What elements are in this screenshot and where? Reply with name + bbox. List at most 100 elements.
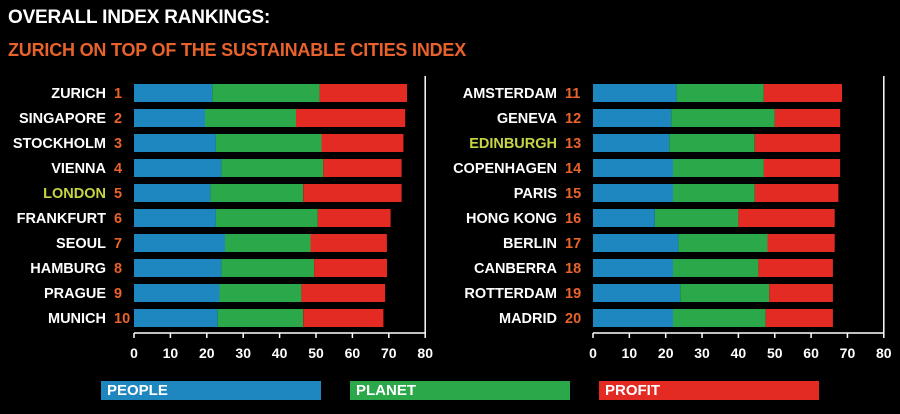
bar-people-stockholm [134,134,216,152]
bar-profit-stockholm [321,134,404,152]
rank-label: 10 [114,311,130,327]
bar-planet-berlin [678,234,768,252]
bar-people-amsterdam [593,84,677,102]
city-label: VIENNA [51,161,106,177]
legend-planet: PLANET [350,381,570,400]
rank-label: 15 [565,186,581,202]
bar-planet-geneva [671,109,775,127]
legend-planet-label: PLANET [356,382,416,399]
city-label: BERLIN [503,236,557,252]
chart-subtitle: ZURICH ON TOP OF THE SUSTAINABLE CITIES … [8,40,467,60]
rank-label: 16 [565,211,581,227]
city-label: STOCKHOLM [13,136,106,152]
legend-people-label: PEOPLE [107,382,168,399]
bar-people-singapore [134,109,205,127]
bar-planet-copenhagen [673,159,764,177]
city-label: SEOUL [56,236,106,252]
x-tick-label: 10 [622,345,638,361]
bar-profit-canberra [758,259,833,277]
city-label: AMSTERDAM [463,86,557,102]
legend-profit-label: PROFIT [605,382,660,399]
x-tick-label: 20 [199,345,215,361]
bar-people-london [134,184,211,202]
rank-label: 6 [114,211,122,227]
x-tick-label: 70 [381,345,397,361]
bar-planet-madrid [673,309,766,327]
bar-profit-zurich [319,84,407,102]
bar-people-geneva [593,109,672,127]
x-tick-label: 0 [589,345,597,361]
bar-planet-edinburgh [669,134,755,152]
bar-profit-london [303,184,402,202]
bar-people-frankfurt [134,209,216,227]
city-label: FRANKFURT [17,211,107,227]
rank-label: 2 [114,111,122,127]
city-label: PRAGUE [44,286,106,302]
legend-people: PEOPLE [101,381,321,400]
city-label: MADRID [499,311,557,327]
rank-label: 19 [565,286,581,302]
bar-people-hong-kong [593,209,655,227]
city-label: LONDON [43,186,106,202]
bar-planet-amsterdam [676,84,764,102]
bar-planet-hamburg [221,259,315,277]
bar-planet-stockholm [215,134,322,152]
rank-label: 3 [114,136,122,152]
bar-planet-paris [673,184,755,202]
bar-profit-amsterdam [763,84,842,102]
bar-people-canberra [593,259,673,277]
rank-label: 13 [565,136,581,152]
bar-people-berlin [593,234,679,252]
bar-planet-frankfurt [215,209,318,227]
bar-profit-hong-kong [738,209,835,227]
bar-profit-copenhagen [763,159,841,177]
chart-title: OVERALL INDEX RANKINGS: [8,7,271,28]
bar-planet-canberra [673,259,759,277]
city-label: HAMBURG [30,261,106,277]
bar-profit-paris [754,184,839,202]
legend-profit: PROFIT [599,381,819,400]
x-tick-label: 70 [840,345,856,361]
rank-label: 7 [114,236,122,252]
rank-label: 12 [565,111,581,127]
bar-profit-edinburgh [754,134,841,152]
city-label: HONG KONG [466,211,557,227]
rank-label: 4 [114,161,122,177]
x-tick-label: 30 [235,345,251,361]
bar-profit-prague [301,284,386,302]
rank-label: 11 [565,86,580,102]
bar-people-munich [134,309,218,327]
bar-people-seoul [134,234,225,252]
x-tick-label: 0 [130,345,138,361]
bar-planet-rotterdam [680,284,770,302]
bar-profit-rotterdam [769,284,833,302]
city-label: COPENHAGEN [453,161,557,177]
bar-planet-singapore [205,109,296,127]
rank-label: 18 [565,261,581,277]
bar-profit-singapore [296,109,406,127]
bar-profit-madrid [765,309,833,327]
bar-planet-seoul [225,234,311,252]
city-label: EDINBURGH [469,136,557,152]
bar-profit-geneva [774,109,841,127]
bar-profit-seoul [310,234,387,252]
city-label: ZURICH [51,86,106,102]
city-label: MUNICH [48,311,106,327]
bar-planet-london [210,184,304,202]
bar-people-hamburg [134,259,222,277]
rank-label: 8 [114,261,122,277]
city-label: SINGAPORE [19,111,106,127]
rank-label: 20 [565,311,581,327]
x-tick-label: 80 [876,345,892,361]
x-tick-label: 20 [658,345,674,361]
bar-planet-prague [219,284,302,302]
city-label: CANBERRA [474,261,558,277]
bar-profit-hamburg [314,259,387,277]
x-tick-label: 10 [163,345,179,361]
bar-profit-vienna [323,159,402,177]
city-label: GENEVA [497,111,558,127]
bar-people-vienna [134,159,222,177]
bar-planet-zurich [212,84,320,102]
x-tick-label: 60 [803,345,819,361]
